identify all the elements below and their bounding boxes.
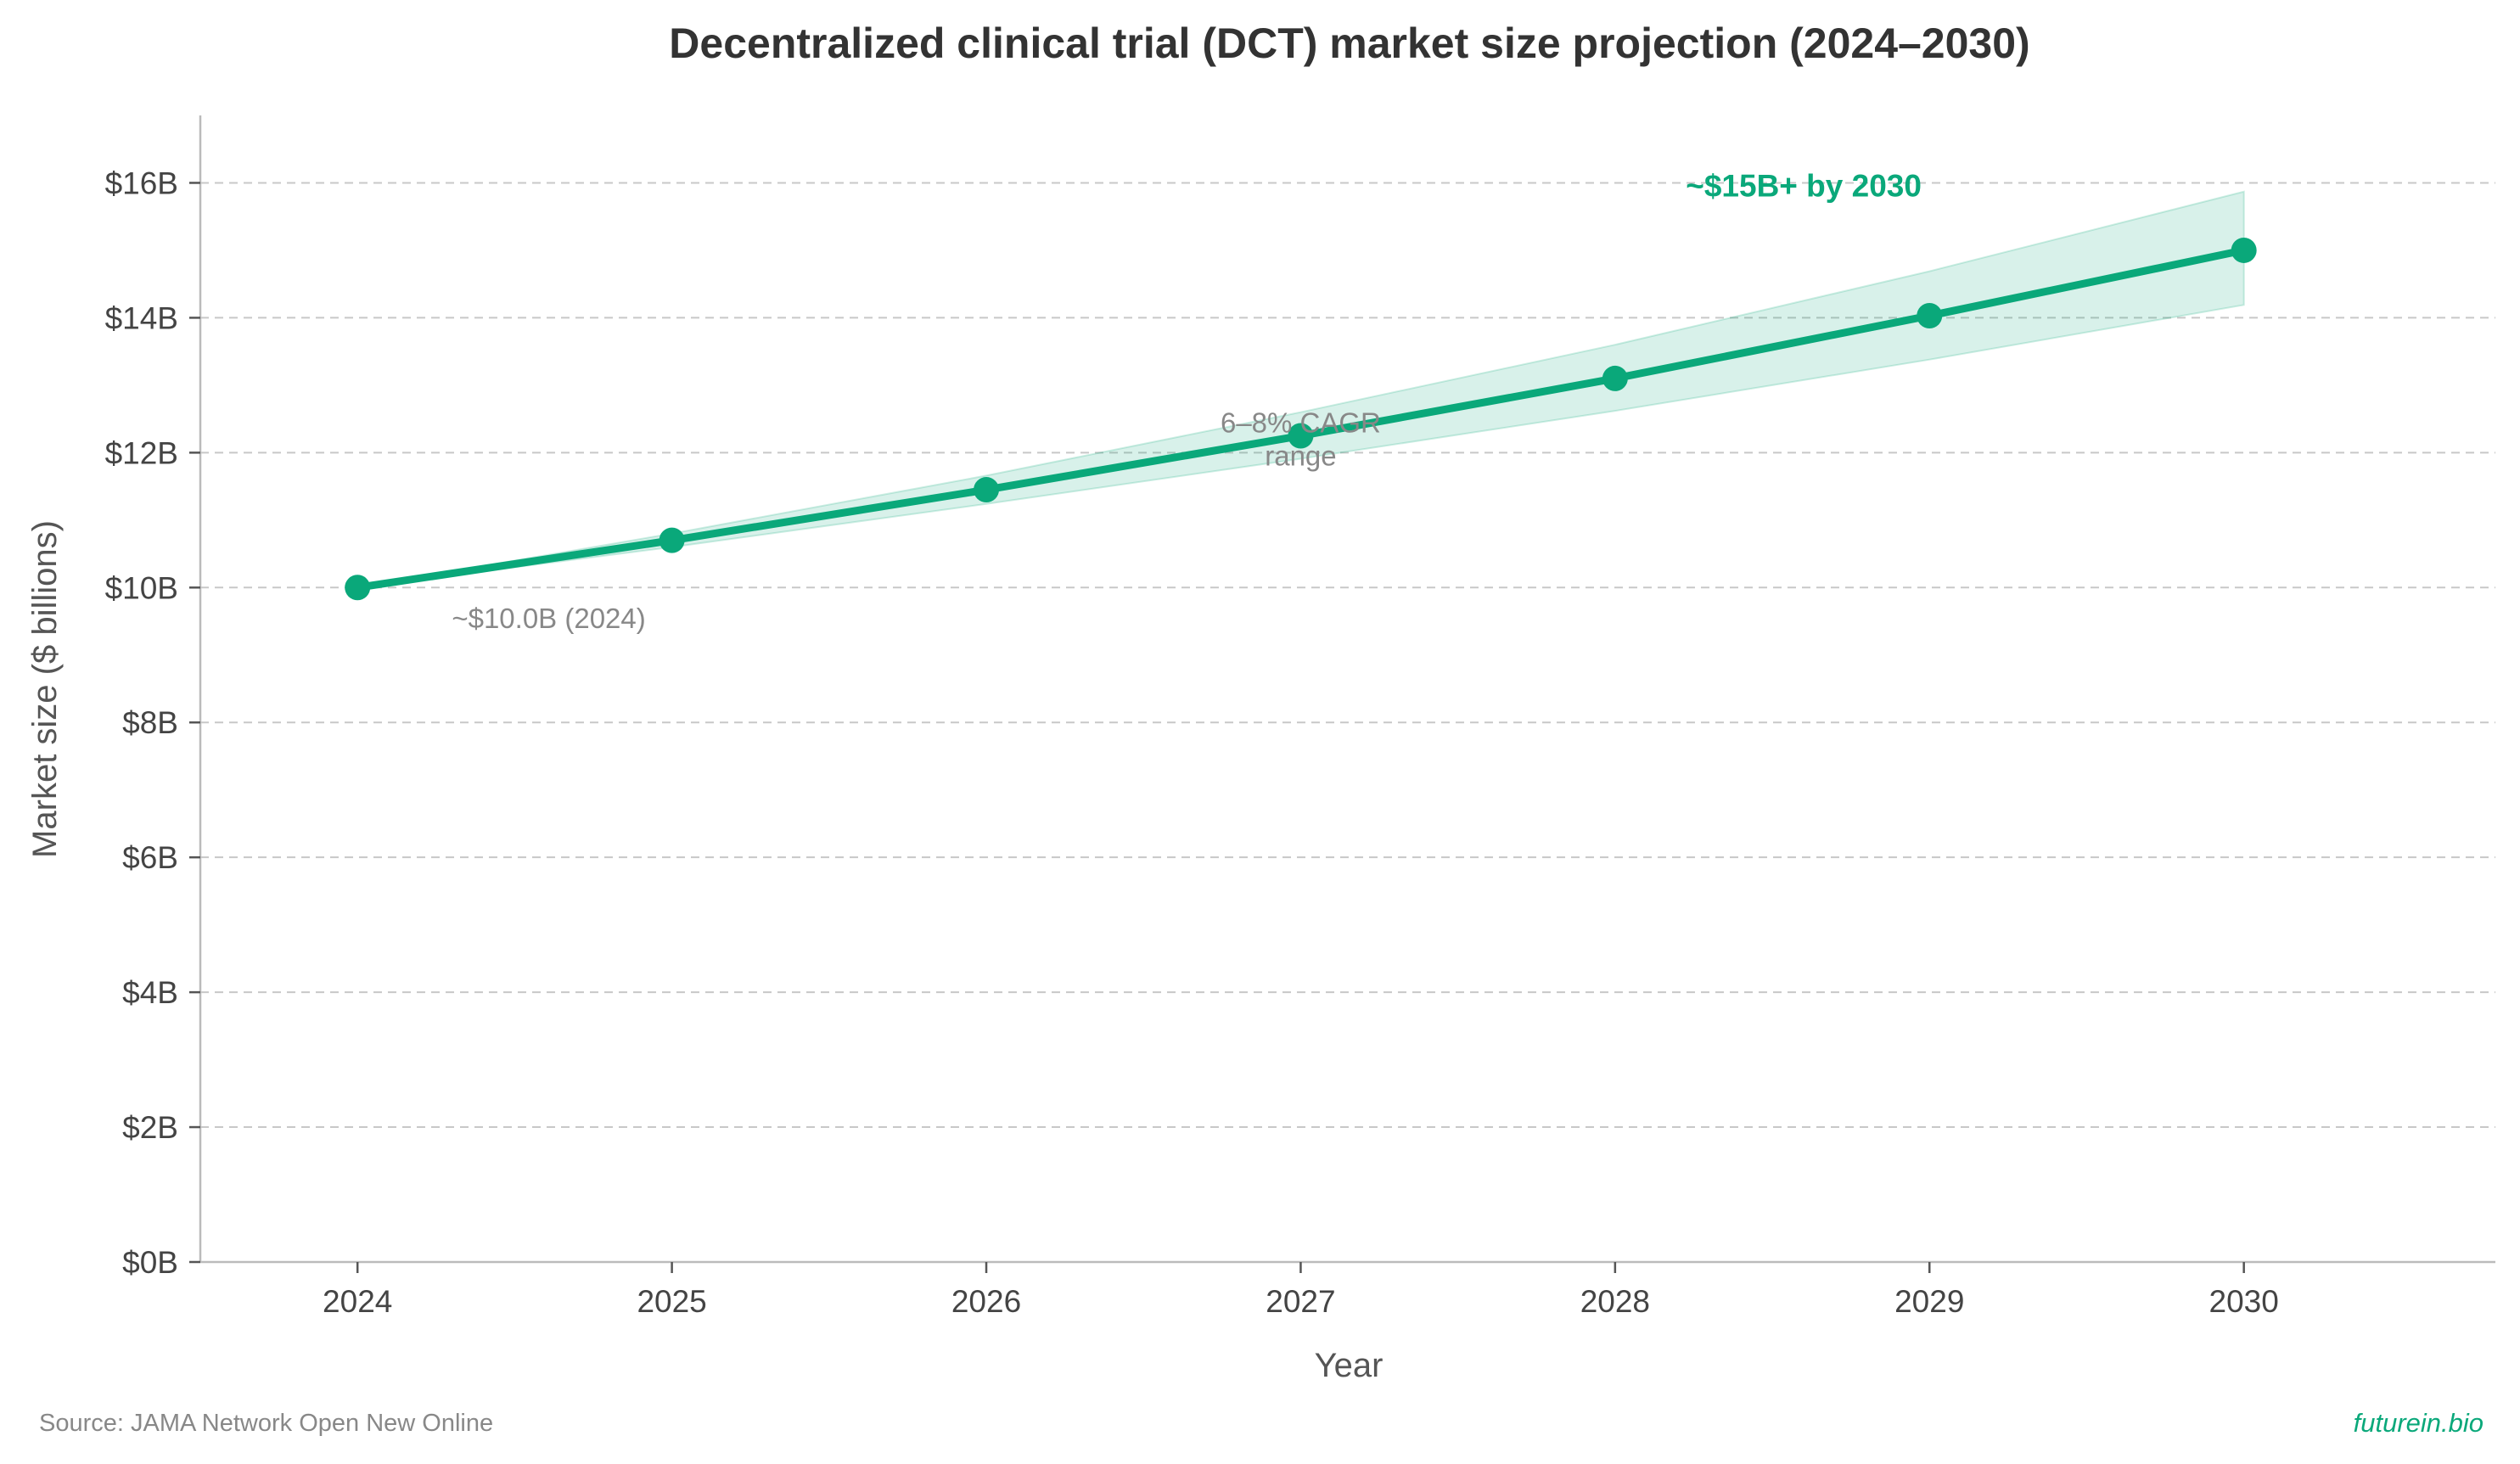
y-axis-label: Market size ($ billions)	[26, 520, 64, 858]
start-value-annotation: ~$10.0B (2024)	[452, 603, 645, 634]
x-tick-label: 2027	[1266, 1284, 1335, 1319]
data-point	[345, 575, 371, 601]
y-tick-label: $12B	[105, 435, 178, 470]
x-axis-label: Year	[1315, 1347, 1383, 1384]
series-layer	[345, 237, 2257, 601]
grid-lines	[200, 182, 2495, 1129]
y-tick-labels: $0B $2B $4B $6B $8B $10B $12B $14B $16B	[105, 165, 200, 1280]
y-tick-label: $0B	[122, 1245, 178, 1280]
chart-title: Decentralized clinical trial (DCT) marke…	[669, 20, 2029, 67]
data-point	[1917, 303, 1943, 329]
brand-label: futurein.bio	[2354, 1408, 2484, 1438]
data-point	[974, 477, 1000, 503]
y-tick-label: $14B	[105, 300, 178, 335]
x-tick-label: 2030	[2209, 1284, 2279, 1319]
x-tick-label: 2026	[951, 1284, 1021, 1319]
x-tick-label: 2025	[637, 1284, 706, 1319]
y-tick-label: $10B	[105, 570, 178, 605]
data-point	[1602, 365, 1628, 391]
y-tick-label: $4B	[122, 975, 178, 1010]
x-tick-label: 2029	[1894, 1284, 1964, 1319]
data-point	[659, 527, 685, 553]
x-tick-label: 2024	[323, 1284, 392, 1319]
source-note: Source: JAMA Network Open New Online	[39, 1410, 493, 1437]
data-point	[2231, 237, 2257, 263]
x-tick-label: 2028	[1580, 1284, 1650, 1319]
y-tick-label: $6B	[122, 840, 178, 875]
axes	[199, 115, 2495, 1264]
y-tick-label: $2B	[122, 1110, 178, 1145]
data-point	[1288, 423, 1314, 449]
cagr-range-annotation: range	[1265, 440, 1336, 472]
x-tick-labels: 2024 2025 2026 2027 2028 2029 2030	[323, 1262, 2279, 1319]
cagr-range-annotation: 6–8% CAGR	[1221, 407, 1381, 439]
y-tick-label: $16B	[105, 165, 178, 200]
y-tick-label: $8B	[122, 705, 178, 740]
projection-highlight-annotation: ~$15B+ by 2030	[1686, 168, 1922, 203]
